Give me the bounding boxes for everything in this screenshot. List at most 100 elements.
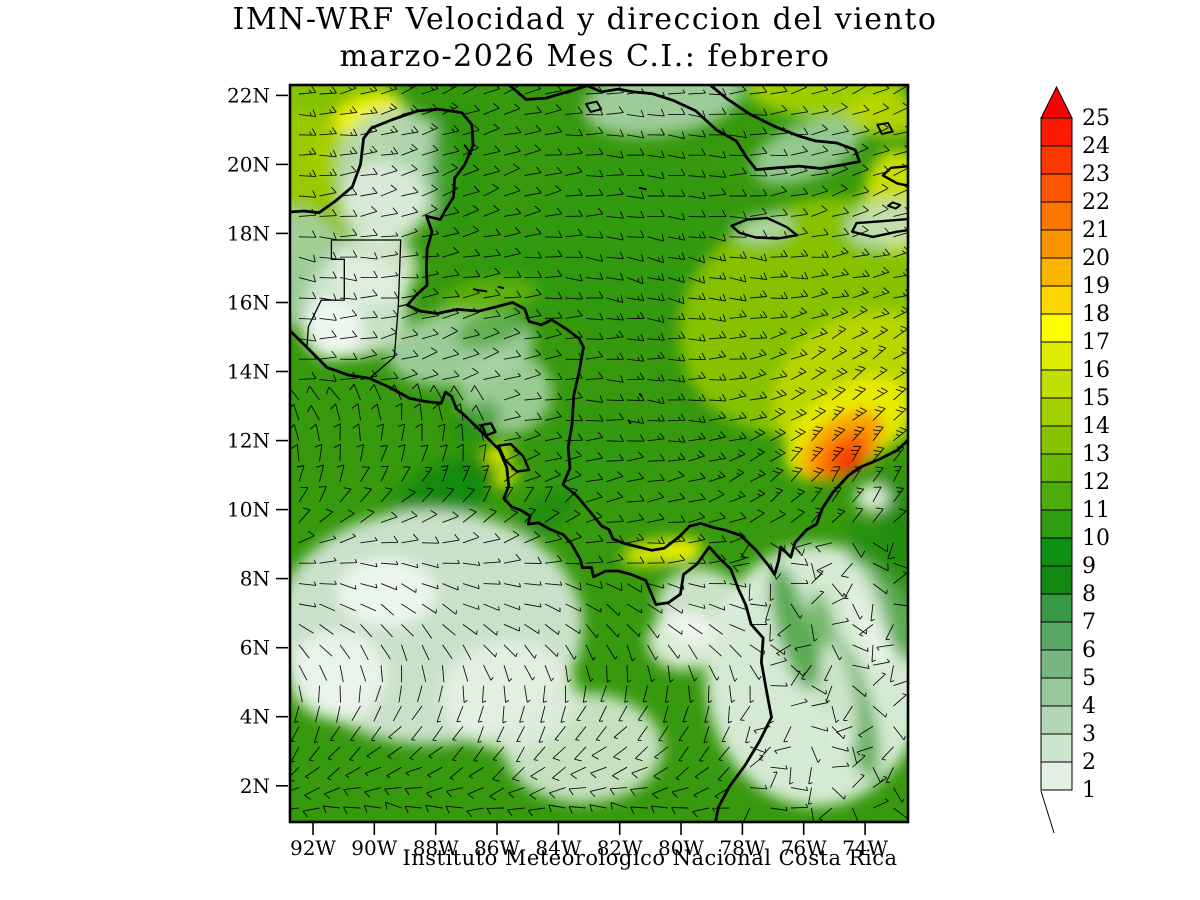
lat-tick-label: 18N: [227, 221, 270, 245]
colorbar-segment: [1040, 341, 1073, 371]
field-blob: [491, 466, 518, 487]
colorbar-label: 11: [1082, 498, 1110, 523]
colorbar-segment: [1040, 425, 1073, 455]
colorbar-segment: [1040, 649, 1073, 679]
wind-speed-shaded-field: [290, 85, 908, 822]
colorbar-label: 7: [1082, 610, 1096, 635]
colorbar-label: 12: [1082, 470, 1110, 495]
colorbar-label: 2: [1082, 750, 1096, 775]
colorbar-label: 13: [1082, 442, 1110, 467]
colorbar-label: 20: [1082, 246, 1110, 271]
colorbar-segment: [1040, 565, 1073, 595]
lon-tick-label: 76W: [781, 836, 827, 860]
colorbar-segment: [1040, 761, 1073, 791]
field-blob: [846, 95, 908, 137]
lon-tick-label: 88W: [413, 836, 459, 860]
colorbar-label: 3: [1082, 722, 1096, 747]
lat-tick-label: 6N: [240, 636, 270, 660]
wind-barb-grid: [290, 85, 908, 822]
lat-tick-label: 12N: [227, 429, 270, 453]
haiti-nw-peninsula: [881, 165, 908, 187]
colorbar-segment: [1040, 593, 1073, 623]
guanaja: [497, 285, 505, 289]
lat-tick-label: 2N: [240, 774, 270, 798]
colorbar-segment: [1040, 145, 1073, 175]
colorbar-label: 21: [1082, 218, 1110, 243]
colorbar-segment: [1040, 677, 1073, 707]
border-mexico-guatemala: [306, 239, 402, 348]
cuba-coast: [507, 85, 861, 171]
figure-title: IMN-WRF Velocidad y direccion del viento…: [85, 2, 1085, 74]
field-blob: [290, 630, 387, 721]
lon-tick-label: 82W: [597, 836, 643, 860]
colorbar: 1234567891011121314151617181920212223242…: [1040, 85, 1110, 834]
lat-tick-label: 10N: [227, 498, 270, 522]
colorbar-segment: [1040, 481, 1073, 511]
map-frame: [288, 83, 910, 824]
colorbar-label: 18: [1082, 302, 1110, 327]
field-blob: [503, 692, 663, 803]
field-blob: [647, 611, 721, 671]
lat-tick-label: 20N: [227, 152, 270, 176]
isla-juventud: [585, 100, 603, 113]
colorbar-segment: [1040, 509, 1073, 539]
title-line-2: marzo-2026 Mes C.I.: febrero: [339, 39, 831, 74]
colorbar-segment: [1040, 257, 1073, 287]
colorbar-bottom-pointer: [1040, 790, 1055, 834]
colorbar-label: 8: [1082, 582, 1096, 607]
colorbar-label: 4: [1082, 694, 1096, 719]
colorbar-label: 17: [1082, 330, 1110, 355]
grand-cayman: [638, 186, 647, 191]
colorbar-label: 5: [1082, 666, 1096, 691]
lake-managua: [480, 422, 497, 437]
colorbar-segment: [1040, 453, 1073, 483]
colorbar-label: 9: [1082, 554, 1096, 579]
field-blob: [855, 483, 890, 512]
colorbar-segment: [1040, 537, 1073, 567]
field-blob: [431, 95, 481, 241]
colorbar-label: 25: [1082, 106, 1110, 131]
lat-tick-label: 22N: [227, 83, 270, 107]
colorbar-label: 23: [1082, 162, 1110, 187]
lon-tick-label: 92W: [290, 836, 336, 860]
haiti-sw-peninsula: [851, 217, 908, 239]
caribbean-coast: [290, 107, 908, 576]
gonave-island: [887, 201, 902, 210]
colorbar-segment: [1040, 621, 1073, 651]
colorbar-label: 6: [1082, 638, 1096, 663]
colorbar-segment: [1040, 397, 1073, 427]
lon-tick-label: 86W: [474, 836, 520, 860]
colorbar-segment: [1040, 117, 1073, 147]
lon-tick-label: 78W: [719, 836, 765, 860]
lat-tick-label: 14N: [227, 360, 270, 384]
map-axes: 22N 20N 18N 16N 14N 12N 10N 8N 6N 4N 2N 92W 90W 88W 86…: [227, 83, 910, 860]
colorbar-label: 16: [1082, 358, 1110, 383]
lat-tick-label: 8N: [240, 567, 270, 591]
wind-barbs-layer: [290, 85, 908, 822]
colorbar-label: 15: [1082, 386, 1110, 411]
figure-footer: Instituto Meteorologico Nacional Costa R…: [402, 846, 898, 870]
lake-nicaragua: [497, 442, 531, 473]
lon-tick-label: 74W: [842, 836, 888, 860]
colorbar-segment: [1040, 201, 1073, 231]
colorbar-segment: [1040, 285, 1073, 315]
colorbar-segment: [1040, 173, 1073, 203]
lon-tick-label: 90W: [351, 836, 397, 860]
field-blob: [849, 563, 891, 671]
field-blob: [340, 161, 427, 244]
colorbar-label: 14: [1082, 414, 1110, 439]
field-blob: [769, 563, 817, 691]
colorbar-label: 22: [1082, 190, 1110, 215]
colorbar-label: 1: [1082, 778, 1096, 803]
colorbar-segment: [1040, 705, 1073, 735]
lat-tick-label: 16N: [227, 291, 270, 315]
title-line-1: IMN-WRF Velocidad y direccion del viento: [232, 2, 938, 37]
field-blob: [665, 544, 700, 564]
colorbar-label: 24: [1082, 134, 1110, 159]
cozumel: [463, 144, 472, 155]
field-blob: [331, 230, 418, 306]
lon-tick-label: 80W: [658, 836, 704, 860]
border-guatemala-elsalvador: [370, 305, 399, 378]
